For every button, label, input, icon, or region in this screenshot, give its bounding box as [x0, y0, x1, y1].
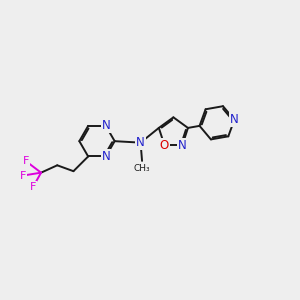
Text: O: O — [160, 139, 169, 152]
Text: N: N — [230, 113, 239, 126]
Text: N: N — [178, 139, 187, 152]
Text: CH₃: CH₃ — [134, 164, 150, 173]
Text: F: F — [23, 157, 29, 166]
Text: N: N — [101, 150, 110, 163]
Text: N: N — [136, 136, 145, 149]
Text: F: F — [20, 171, 26, 181]
Text: N: N — [101, 119, 110, 132]
Text: F: F — [30, 182, 36, 192]
